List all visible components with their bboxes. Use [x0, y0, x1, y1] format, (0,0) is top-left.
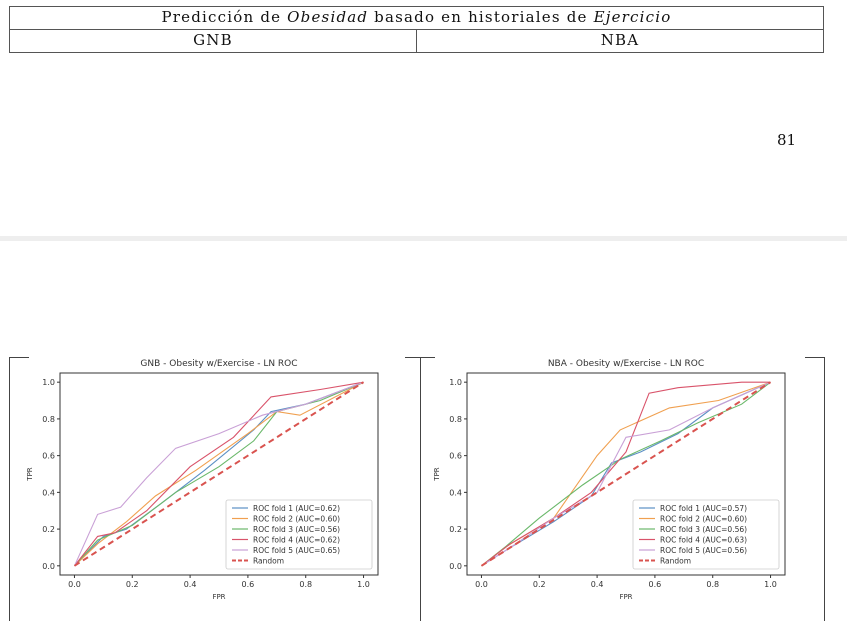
roc-fold-5-line [73, 381, 364, 567]
table-top-border-left [9, 357, 29, 358]
x-tick-label: 0.0 [68, 580, 81, 589]
y-tick-label: 0.0 [449, 562, 462, 571]
x-tick-label: 0.6 [242, 580, 255, 589]
y-axis-label: TPR [26, 467, 34, 481]
random-baseline-line [480, 381, 772, 567]
next-page-region: GNB - Obesity w/Exercise - LN ROC 0.0 0.2 0… [0, 241, 847, 621]
legend-box [632, 499, 780, 570]
x-tick-label: 0.8 [299, 580, 312, 589]
x-tick-label: 0.8 [706, 580, 719, 589]
legend-entry: Random [660, 557, 691, 566]
legend-entry: ROC fold 5 (AUC=0.65) [253, 546, 340, 555]
chart-title: NBA - Obesity w/Exercise - LN ROC [548, 359, 704, 369]
plot-frame [466, 372, 786, 576]
table-left-border [9, 357, 10, 621]
chart-legend: ROC fold 1 (AUC=0.62) ROC fold 2 (AUC=0.6… [225, 499, 373, 570]
page-number: 81 [777, 131, 797, 149]
legend-entry: ROC fold 1 (AUC=0.57) [660, 504, 747, 513]
legend-entry: ROC fold 1 (AUC=0.62) [253, 504, 340, 513]
y-tick-label: 1.0 [449, 378, 462, 387]
caption-table: Predicción de Obesidad basado en histori… [9, 6, 824, 53]
legend-entry: ROC fold 5 (AUC=0.56) [660, 546, 747, 555]
chart-legend: ROC fold 1 (AUC=0.57) ROC fold 2 (AUC=0.6… [632, 499, 780, 570]
caption-title: Predicción de Obesidad basado en histori… [9, 6, 824, 30]
x-tick-label: 0.2 [533, 580, 546, 589]
x-tick-label: 0.0 [475, 580, 488, 589]
legend-entry: ROC fold 4 (AUC=0.63) [660, 536, 747, 545]
chart-title: GNB - Obesity w/Exercise - LN ROC [140, 359, 297, 369]
roc-fold-4-line [74, 381, 364, 567]
y-tick-label: 0.8 [42, 415, 55, 424]
y-tick-label: 0.2 [42, 525, 55, 534]
legend-entry: ROC fold 2 (AUC=0.60) [660, 515, 747, 524]
legend-entry: Random [253, 557, 284, 566]
table-top-border-right [805, 357, 825, 358]
legend-box [225, 499, 373, 570]
x-axis-label: FPR [212, 593, 225, 601]
x-tick-label: 0.6 [649, 580, 662, 589]
x-tick-label: 0.2 [126, 580, 139, 589]
x-tick-label: 1.0 [764, 580, 777, 589]
title-text-obesidad: Obesidad [287, 8, 369, 26]
x-tick-label: 0.4 [591, 580, 604, 589]
legend-entry: ROC fold 3 (AUC=0.56) [660, 525, 747, 534]
title-text-ejercicio: Ejercicio [593, 8, 672, 26]
y-axis-label: TPR [433, 467, 441, 481]
y-tick-label: 0.0 [42, 562, 55, 571]
title-text-1: Predicción de [161, 8, 288, 26]
gnb-roc-chart: GNB - Obesity w/Exercise - LN ROC 0.0 0.2 0… [26, 359, 379, 601]
nba-roc-chart: NBA - Obesity w/Exercise - LN ROC 0.0 0.2 0… [433, 359, 786, 601]
x-tick-label: 0.4 [184, 580, 197, 589]
table-middle-border [420, 357, 421, 621]
title-text-2: basado en historiales de [368, 8, 594, 26]
legend-entry: ROC fold 3 (AUC=0.56) [253, 525, 340, 534]
plot-frame [59, 372, 379, 576]
table-right-border [824, 357, 825, 621]
roc-fold-4-line [481, 381, 771, 567]
random-baseline-line [73, 381, 365, 567]
y-tick-label: 0.4 [449, 488, 462, 497]
column-header-gnb: GNB [9, 29, 417, 53]
y-tick-label: 0.2 [449, 525, 462, 534]
column-header-nba: NBA [416, 29, 824, 53]
y-tick-label: 0.8 [449, 415, 462, 424]
x-tick-label: 1.0 [357, 580, 370, 589]
x-axis-label: FPR [619, 593, 632, 601]
legend-entry: ROC fold 2 (AUC=0.60) [253, 515, 340, 524]
y-tick-label: 1.0 [42, 378, 55, 387]
legend-entry: ROC fold 4 (AUC=0.62) [253, 536, 340, 545]
y-tick-label: 0.4 [42, 488, 55, 497]
page-separator [0, 236, 847, 241]
y-tick-label: 0.6 [449, 452, 462, 461]
y-tick-label: 0.6 [42, 452, 55, 461]
previous-page-region: Predicción de Obesidad basado en histori… [0, 0, 847, 236]
